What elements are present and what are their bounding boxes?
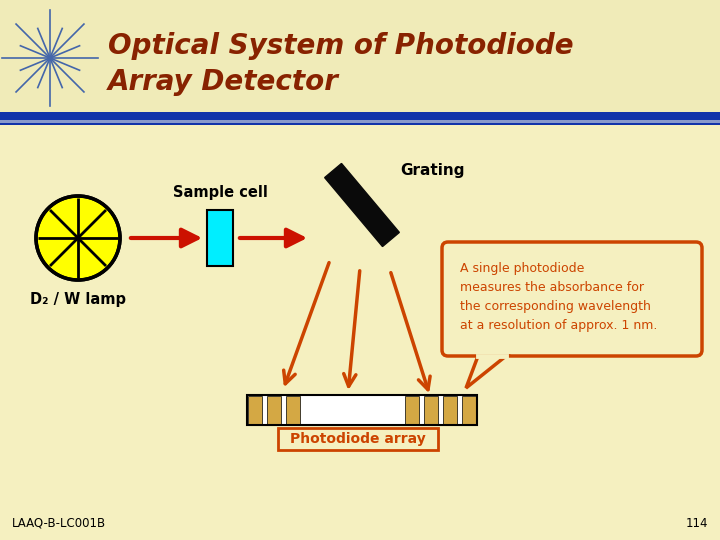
Bar [247,395,477,425]
Bar [0,112,720,120]
Text: Array Detector: Array Detector [108,68,339,96]
Text: D₂ / W lamp: D₂ / W lamp [30,292,126,307]
Bar [267,396,281,424]
Text: Sample cell: Sample cell [173,185,267,200]
Bar [443,396,457,424]
FancyBboxPatch shape [442,242,702,356]
Text: Photodiode array: Photodiode array [290,432,426,446]
Bar [247,395,477,425]
Bar [278,428,438,450]
Bar [286,396,300,424]
Bar [462,396,476,424]
Bar [405,396,419,424]
Bar [248,396,476,424]
Polygon shape [325,164,400,247]
Text: Grating: Grating [400,163,464,178]
Ellipse shape [36,196,120,280]
Bar [207,210,233,266]
Bar [0,120,720,123]
Text: LAAQ-B-LC001B: LAAQ-B-LC001B [12,517,106,530]
Bar [0,0,720,112]
Polygon shape [466,356,506,388]
Text: A single photodiode
measures the absorbance for
the corresponding wavelength
at : A single photodiode measures the absorba… [460,262,657,332]
Bar [248,396,262,424]
Text: Optical System of Photodiode: Optical System of Photodiode [108,32,574,60]
Text: 114: 114 [685,517,708,530]
Bar [0,123,720,125]
Bar [424,396,438,424]
